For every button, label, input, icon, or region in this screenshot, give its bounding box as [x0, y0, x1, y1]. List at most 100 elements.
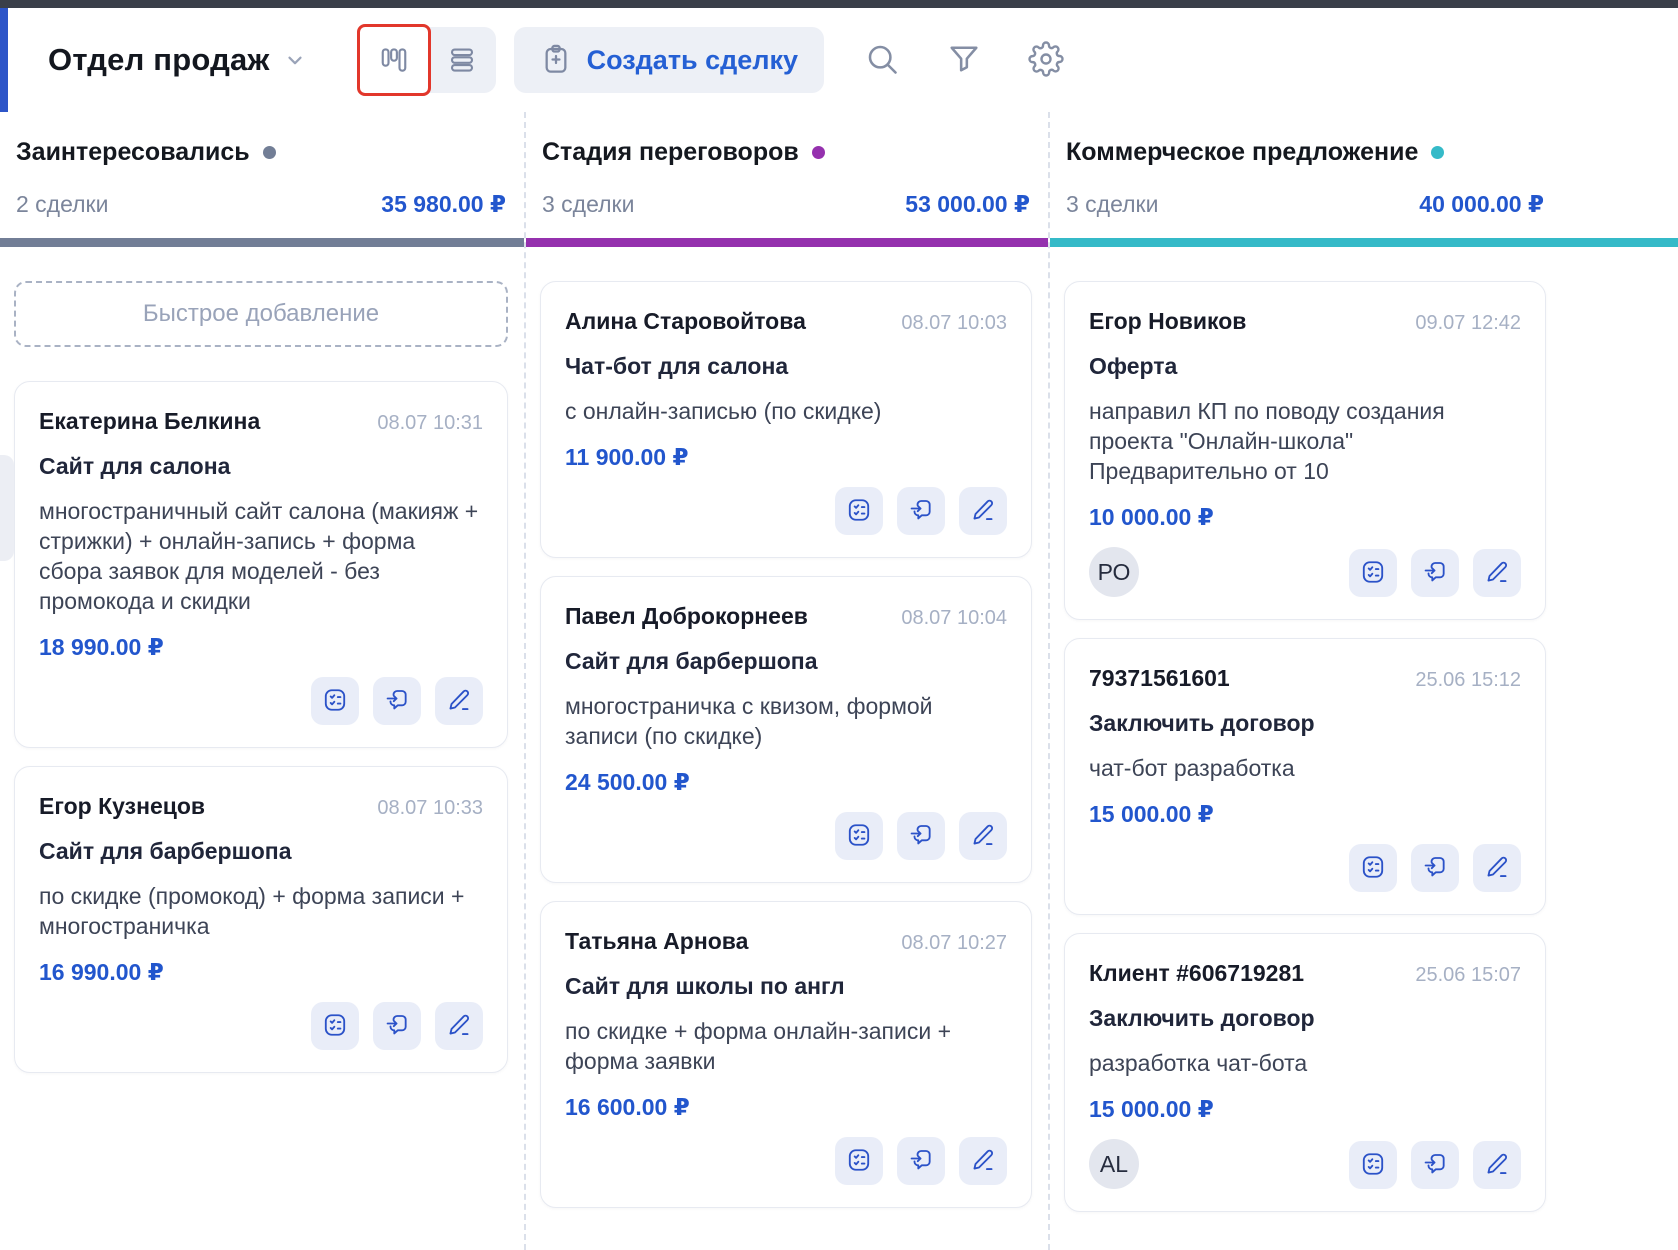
checklist-icon [846, 1147, 872, 1176]
edit-button[interactable] [959, 812, 1007, 860]
column-color-bar [1050, 238, 1678, 247]
settings-button[interactable] [1028, 40, 1064, 80]
open-chat-button[interactable] [1411, 1141, 1459, 1189]
deal-price: 16 600.00 ₽ [565, 1094, 690, 1120]
pencil-icon [1484, 854, 1510, 883]
column-deal-count: 2 сделки [16, 191, 109, 217]
deal-description: многостраничный сайт салона (макияж + ст… [39, 498, 479, 614]
deal-price: 11 900.00 ₽ [565, 444, 689, 470]
column-body: Алина Старовойтова 08.07 10:03 Чат-бот д… [526, 247, 1048, 1208]
deal-contact-name: Клиент #606719281 [1089, 960, 1305, 986]
deal-title: Заключить договор [1089, 710, 1315, 736]
toolbar: Отдел продаж [0, 8, 1678, 112]
deal-card[interactable]: Клиент #606719281 25.06 15:07 Заключить … [1064, 933, 1546, 1212]
column-deal-count: 3 сделки [542, 191, 635, 217]
tasks-button[interactable] [835, 1137, 883, 1185]
edit-button[interactable] [435, 677, 483, 725]
message-in-icon [1422, 1151, 1448, 1180]
pipeline-column: Заинтересовались 2 сделки 35 980.00 ₽ Бы… [0, 112, 524, 1250]
column-status-dot [262, 146, 276, 159]
column-body: Егор Новиков 09.07 12:42 Оферта направил… [1050, 247, 1678, 1212]
deal-actions [1349, 549, 1521, 597]
open-chat-button[interactable] [373, 677, 421, 725]
deal-date: 08.07 10:27 [901, 932, 1007, 954]
deal-date: 08.07 10:31 [377, 412, 483, 434]
edit-button[interactable] [435, 1002, 483, 1050]
pipeline-selector[interactable]: Отдел продаж [48, 42, 306, 78]
list-view-button[interactable] [428, 27, 496, 93]
open-chat-button[interactable] [1411, 844, 1459, 892]
board: Заинтересовались 2 сделки 35 980.00 ₽ Бы… [0, 112, 1678, 1250]
deal-price: 18 990.00 ₽ [39, 634, 164, 660]
pencil-icon [970, 1147, 996, 1176]
column-status-dot [811, 146, 825, 159]
deal-description: чат-бот разработка [1089, 755, 1295, 781]
edit-button[interactable] [959, 487, 1007, 535]
edit-button[interactable] [1473, 844, 1521, 892]
checklist-icon [1360, 854, 1386, 883]
deal-card[interactable]: Татьяна Арнова 08.07 10:27 Сайт для школ… [540, 901, 1032, 1208]
deal-price: 15 000.00 ₽ [1089, 1096, 1214, 1122]
side-panel-handle[interactable] [0, 455, 14, 561]
deal-price: 16 990.00 ₽ [39, 959, 164, 985]
tasks-button[interactable] [835, 812, 883, 860]
tasks-button[interactable] [1349, 1141, 1397, 1189]
list-icon [447, 45, 477, 75]
chevron-down-icon [284, 49, 306, 71]
deal-card[interactable]: Егор Кузнецов 08.07 10:33 Сайт для барбе… [14, 766, 508, 1073]
column-deal-count: 3 сделки [1066, 191, 1159, 217]
edit-button[interactable] [1473, 549, 1521, 597]
deal-contact-name: Егор Новиков [1089, 308, 1247, 334]
column-body: Быстрое добавление Екатерина Белкина 08.… [0, 247, 524, 1073]
deal-title: Оферта [1089, 353, 1178, 379]
pencil-icon [970, 497, 996, 526]
open-chat-button[interactable] [1411, 549, 1459, 597]
deal-contact-name: Алина Старовойтова [565, 308, 806, 334]
tasks-button[interactable] [1349, 844, 1397, 892]
avatar: AL [1089, 1139, 1139, 1189]
deal-date: 25.06 15:12 [1415, 669, 1521, 691]
column-sum: 35 980.00 ₽ [381, 191, 506, 217]
pencil-icon [1484, 559, 1510, 588]
checklist-icon [1360, 559, 1386, 588]
search-button[interactable] [864, 41, 900, 80]
pipeline-column: Стадия переговоров 3 сделки 53 000.00 ₽ … [524, 112, 1048, 1250]
edit-button[interactable] [1473, 1141, 1521, 1189]
tasks-button[interactable] [835, 487, 883, 535]
kanban-view-button[interactable] [356, 24, 431, 96]
toolbar-icons [864, 40, 1064, 80]
column-header: Заинтересовались 2 сделки 35 980.00 ₽ [0, 112, 524, 218]
deal-card[interactable]: Егор Новиков 09.07 12:42 Оферта направил… [1064, 281, 1546, 620]
deal-actions [835, 1137, 1007, 1185]
open-chat-button[interactable] [373, 1002, 421, 1050]
tasks-button[interactable] [1349, 549, 1397, 597]
tasks-button[interactable] [311, 1002, 359, 1050]
avatar: РО [1089, 547, 1139, 597]
filter-button[interactable] [946, 41, 982, 80]
open-chat-button[interactable] [897, 812, 945, 860]
open-chat-button[interactable] [897, 1137, 945, 1185]
deal-card[interactable]: Екатерина Белкина 08.07 10:31 Сайт для с… [14, 381, 508, 748]
create-deal-button[interactable]: Создать сделку [513, 27, 824, 93]
create-deal-label: Создать сделку [586, 44, 798, 75]
deal-contact-name: Павел Доброкорнеев [565, 603, 808, 629]
deal-description: многостраничка с квизом, формой записи (… [565, 693, 933, 749]
deal-date: 08.07 10:33 [377, 797, 483, 819]
deal-card[interactable]: Алина Старовойтова 08.07 10:03 Чат-бот д… [540, 281, 1032, 558]
open-chat-button[interactable] [897, 487, 945, 535]
edit-button[interactable] [959, 1137, 1007, 1185]
view-toggle [356, 24, 496, 96]
deal-date: 08.07 10:03 [901, 312, 1007, 334]
deal-actions [1349, 1141, 1521, 1189]
deal-card[interactable]: Павел Доброкорнеев 08.07 10:04 Сайт для … [540, 576, 1032, 883]
pipeline-title: Отдел продаж [48, 42, 270, 77]
quick-add-button[interactable]: Быстрое добавление [14, 281, 508, 347]
deal-price: 15 000.00 ₽ [1089, 801, 1214, 827]
deal-title: Сайт для школы по англ [565, 973, 845, 999]
deal-card[interactable]: 79371561601 25.06 15:12 Заключить догово… [1064, 638, 1546, 915]
tasks-button[interactable] [311, 677, 359, 725]
message-in-icon [908, 822, 934, 851]
search-icon [864, 41, 900, 80]
column-title: Заинтересовались [16, 138, 250, 166]
deal-actions [835, 487, 1007, 535]
